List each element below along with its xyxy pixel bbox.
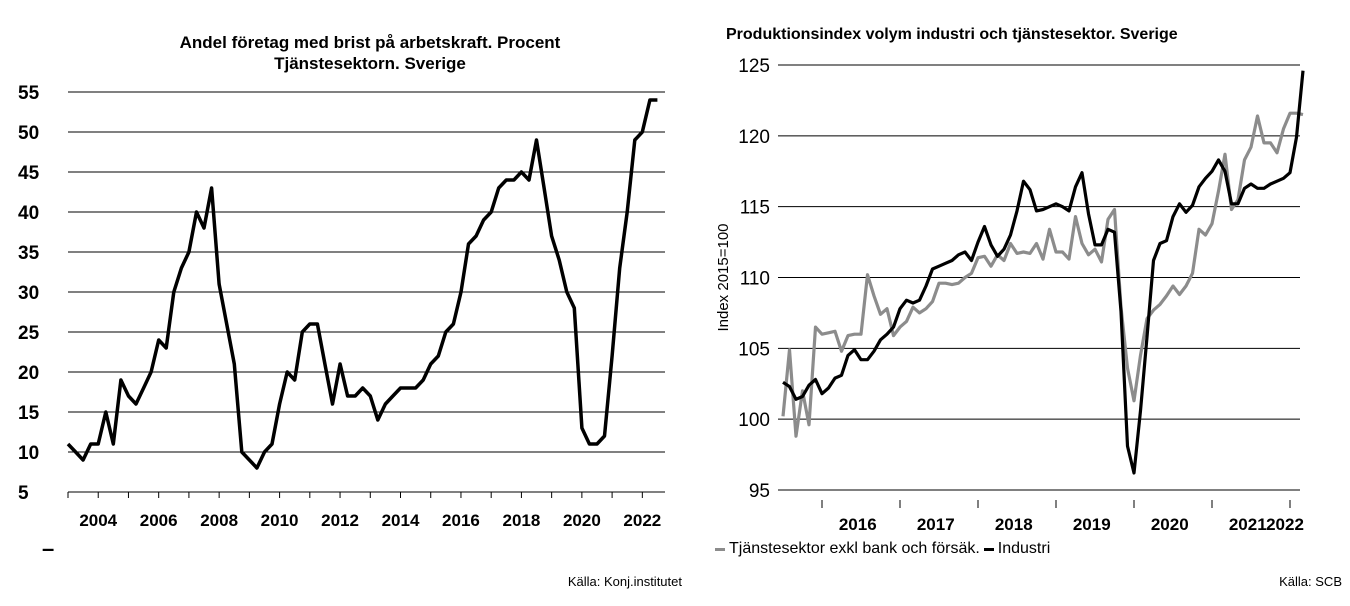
left-chart-title-line2: Tjänstesektorn. Sverige bbox=[274, 54, 466, 73]
right-x-tick-label: 2018 bbox=[995, 515, 1033, 534]
legend-label-tjanstesektor: Tjänstesektor exkl bank och försäk. bbox=[729, 540, 980, 557]
right-x-tick-label: 2017 bbox=[917, 515, 955, 534]
right-chart-plot: 95 100 105 110 115 120 125 Index 2015=100 2016 20… bbox=[715, 56, 1305, 534]
left-x-tick-label: 2018 bbox=[503, 511, 541, 530]
left-chart-title: Andel företag med brist på arbetskraft. … bbox=[60, 32, 680, 74]
left-y-tick-label: 35 bbox=[18, 243, 40, 264]
left-y-tick-label: 40 bbox=[18, 203, 39, 224]
legend-swatch-tjanstesektor bbox=[715, 547, 725, 551]
right-y-tick-label: 110 bbox=[740, 269, 770, 290]
legend-item-industri: Industri bbox=[983, 540, 1051, 558]
right-y-tick-label: 100 bbox=[738, 410, 770, 431]
right-x-tick-label: 2021 bbox=[1229, 515, 1267, 534]
left-y-tick-label: 10 bbox=[18, 443, 39, 464]
legend-item-tjanstesektor: Tjänstesektor exkl bank och försäk. bbox=[715, 540, 980, 558]
left-x-tick-label: 2014 bbox=[382, 511, 420, 530]
left-y-tick-label: 50 bbox=[18, 123, 39, 144]
right-x-tick-label: 2020 bbox=[1151, 515, 1189, 534]
right-chart-panel: Produktionsindex volym industri och tjän… bbox=[690, 0, 1350, 606]
right-y-tick-label: 105 bbox=[738, 339, 770, 360]
left-x-tick-label: 2008 bbox=[200, 511, 238, 530]
right-x-tick-label: 2022 bbox=[1266, 515, 1304, 534]
left-series-line bbox=[66, 98, 658, 470]
left-y-tick-label: 25 bbox=[18, 323, 40, 344]
left-chart-title-line1: Andel företag med brist på arbetskraft. … bbox=[179, 33, 561, 52]
left-x-tick-label: 2006 bbox=[140, 511, 178, 530]
right-chart-source: Källa: SCB bbox=[1279, 574, 1342, 589]
left-x-tick-label: 2010 bbox=[261, 511, 299, 530]
left-chart-panel: Andel företag med brist på arbetskraft. … bbox=[18, 32, 682, 589]
left-x-tick-label: 2012 bbox=[321, 511, 359, 530]
left-x-tick-label: 2016 bbox=[442, 511, 480, 530]
right-y-tick-label: 115 bbox=[740, 198, 770, 219]
right-x-tick-label: 2019 bbox=[1073, 515, 1111, 534]
left-legend-marker: – bbox=[42, 536, 55, 561]
left-y-tick-label: 20 bbox=[18, 363, 39, 384]
right-y-axis-label: Index 2015=100 bbox=[715, 223, 732, 331]
right-series-line-tjanstesektor bbox=[781, 111, 1304, 438]
legend-label-industri: Industri bbox=[997, 540, 1051, 557]
left-y-tick-label: 55 bbox=[18, 83, 40, 104]
right-chart-title: Produktionsindex volym industri och tjän… bbox=[726, 26, 1178, 43]
left-y-tick-label: 45 bbox=[18, 163, 40, 184]
left-y-tick-label: 30 bbox=[18, 283, 39, 304]
left-chart-source: Källa: Konj.institutet bbox=[567, 574, 682, 589]
right-y-tick-label: 95 bbox=[749, 481, 770, 502]
left-x-tick-label: 2004 bbox=[79, 511, 117, 530]
left-x-tick-label: 2022 bbox=[623, 511, 661, 530]
right-chart-legend: Tjänstesektor exkl bank och försäk. Indu… bbox=[715, 540, 1050, 558]
right-y-tick-label: 125 bbox=[738, 56, 770, 77]
left-y-tick-label: 5 bbox=[18, 483, 29, 504]
left-x-tick-label: 2020 bbox=[563, 511, 601, 530]
left-y-tick-label: 15 bbox=[18, 403, 40, 424]
right-y-tick-label: 120 bbox=[738, 127, 770, 148]
left-chart-plot: 5 10 15 20 25 30 35 40 45 50 55 2004 2006 2008 2010 201… bbox=[18, 83, 665, 530]
right-series-line-industri bbox=[782, 70, 1305, 475]
right-x-tick-label: 2016 bbox=[839, 515, 877, 534]
legend-swatch-industri bbox=[983, 547, 994, 551]
